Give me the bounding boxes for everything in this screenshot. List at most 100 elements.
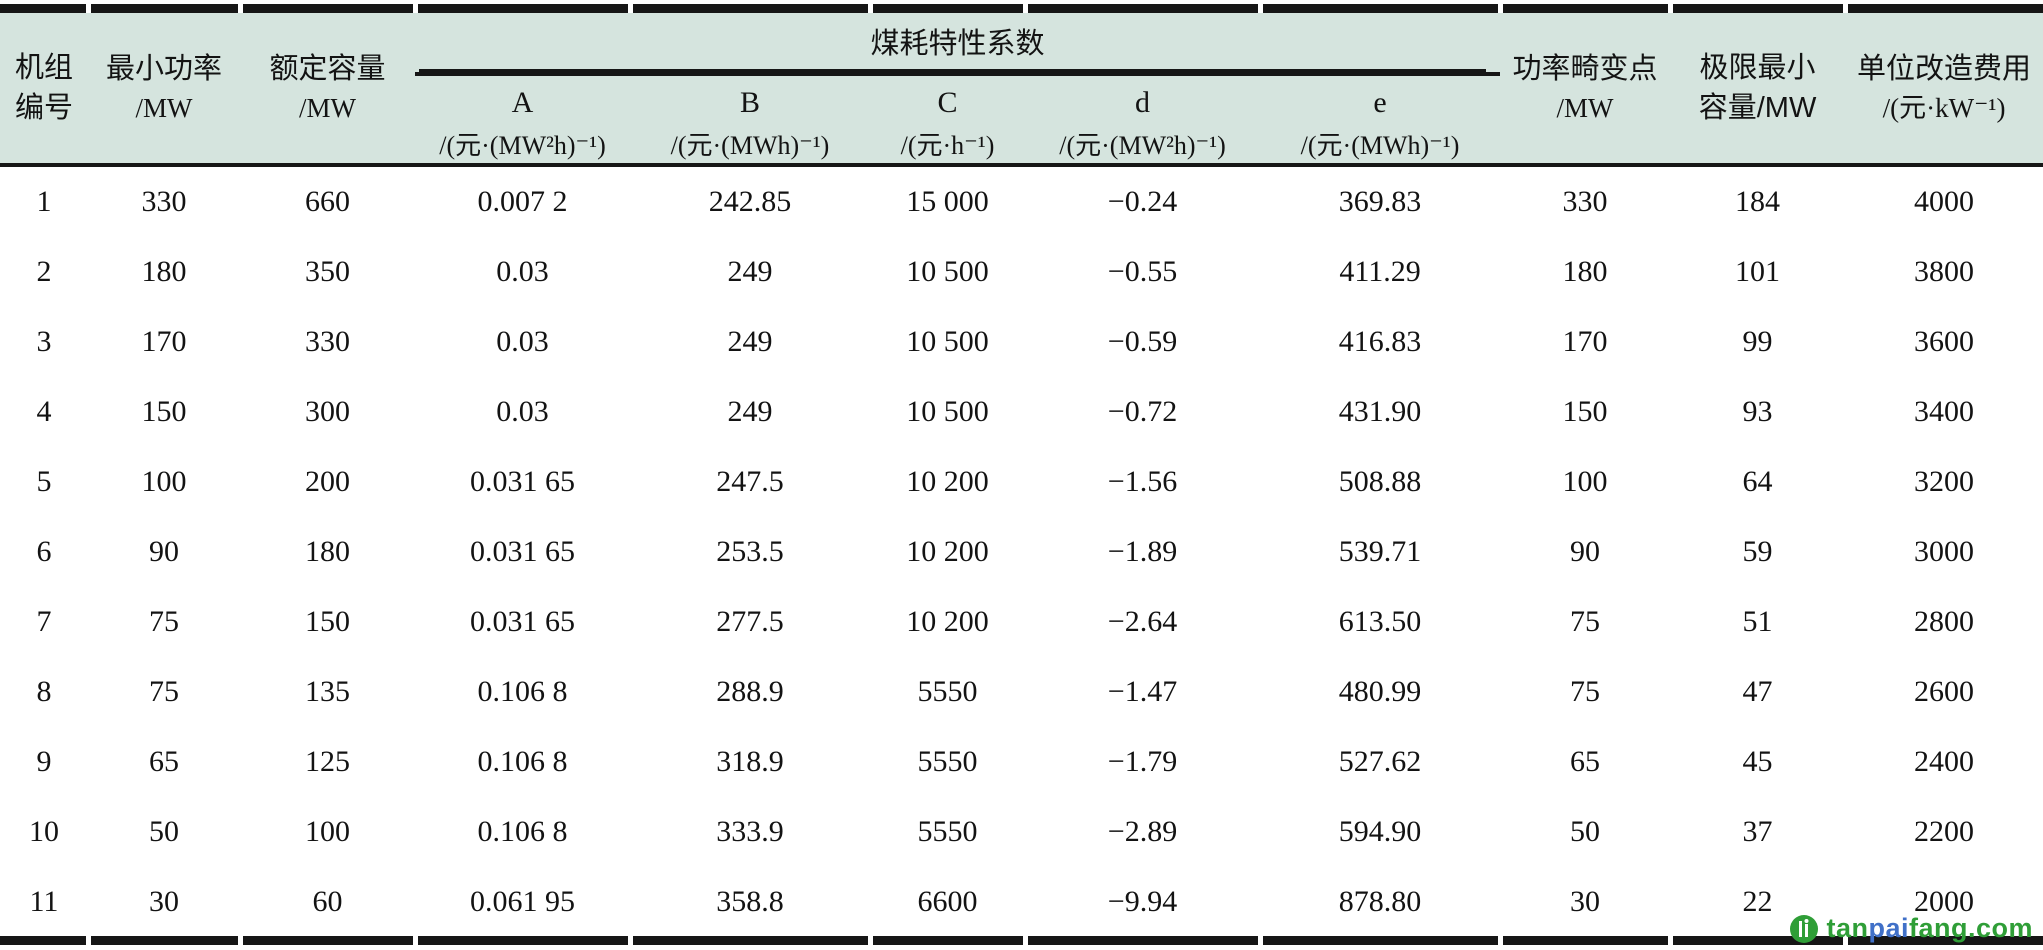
table-top-rule — [0, 4, 2043, 13]
cell: 22 — [1670, 867, 1846, 937]
cell: 3800 — [1845, 237, 2043, 307]
cell: 594.90 — [1260, 797, 1501, 867]
cell: 51 — [1670, 587, 1846, 657]
table-row: 1 330 660 0.007 2 242.85 15 000 −0.24 369.83 330… — [0, 165, 2043, 237]
header-text: 单位改造费用 — [1857, 53, 2032, 85]
header-text: 机组 — [14, 52, 73, 84]
cell: 8 — [0, 657, 88, 727]
cell: 0.061 95 — [415, 867, 630, 937]
cell: 7 — [0, 587, 88, 657]
cell: 2800 — [1845, 587, 2043, 657]
col-group-coal-coefficients: 煤耗特性系数 — [415, 13, 1501, 76]
cell: 6 — [0, 517, 88, 587]
cell: 47 — [1670, 657, 1846, 727]
coef-unit: /(元·(MWh)⁻¹) — [670, 131, 830, 160]
cell: 59 — [1670, 517, 1846, 587]
table-row: 10 50 100 0.106 8 333.9 5550 −2.89 594.90 50 37 22… — [0, 797, 2043, 867]
col-header-coef-C: C /(元·h⁻¹) — [870, 74, 1025, 167]
tanpaifang-logo-icon — [1790, 914, 1819, 943]
table-row: 4 150 300 0.03 249 10 500 −0.72 431.90 150 93 3400 — [0, 377, 2043, 447]
cell: −9.94 — [1025, 867, 1260, 937]
cell: 180 — [1500, 237, 1671, 307]
coef-unit: /(元·(MW²h)⁻¹) — [439, 131, 606, 160]
cell: 90 — [88, 517, 240, 587]
table-row: 7 75 150 0.031 65 277.5 10 200 −2.64 613.50 75 51… — [0, 587, 2043, 657]
col-header-coef-A: A /(元·(MW²h)⁻¹) — [415, 74, 630, 167]
cell: 75 — [88, 587, 240, 657]
cell: 125 — [240, 727, 415, 797]
cell: −0.55 — [1025, 237, 1260, 307]
cell: 50 — [1500, 797, 1671, 867]
cell: 3400 — [1845, 377, 2043, 447]
cell: 369.83 — [1260, 165, 1501, 237]
col-header-coef-e: e /(元·(MWh)⁻¹) — [1260, 74, 1501, 167]
cell: 249 — [630, 237, 870, 307]
cell: 330 — [240, 307, 415, 377]
cell: 10 — [0, 797, 88, 867]
cell: 37 — [1670, 797, 1846, 867]
cell: 2400 — [1845, 727, 2043, 797]
cell: 99 — [1670, 307, 1846, 377]
cell: 0.106 8 — [415, 727, 630, 797]
cell: 30 — [88, 867, 240, 937]
cell: −0.59 — [1025, 307, 1260, 377]
cell: 3 — [0, 307, 88, 377]
cell: 170 — [1500, 307, 1671, 377]
cell: 100 — [240, 797, 415, 867]
cell: 0.106 8 — [415, 657, 630, 727]
cell: 288.9 — [630, 657, 870, 727]
col-header-distortion-point: 功率畸变点 /MW — [1500, 13, 1671, 167]
cell: 0.031 65 — [415, 517, 630, 587]
cell: 0.03 — [415, 377, 630, 447]
cell: 10 500 — [870, 377, 1025, 447]
cell: 660 — [240, 165, 415, 237]
cell: 100 — [1500, 447, 1671, 517]
cell: 184 — [1670, 165, 1846, 237]
cell: −0.72 — [1025, 377, 1260, 447]
coef-unit: /(元·h⁻¹) — [900, 131, 995, 160]
cell: 2600 — [1845, 657, 2043, 727]
cell: 3200 — [1845, 447, 2043, 517]
cell: 277.5 — [630, 587, 870, 657]
cell: 330 — [88, 165, 240, 237]
cell: 249 — [630, 377, 870, 447]
coef-letter: d — [1135, 86, 1150, 119]
header-unit: /MW — [1556, 93, 1614, 123]
cell: 5550 — [870, 657, 1025, 727]
cell: 10 200 — [870, 517, 1025, 587]
table-header: 机组 编号 最小功率 /MW 额定容量 /MW 煤耗特性系数 功率畸变点 — [0, 13, 2043, 167]
cell: 527.62 — [1260, 727, 1501, 797]
watermark-segment: fang — [1908, 913, 1968, 943]
watermark-segment: tan — [1826, 913, 1869, 943]
cell: 30 — [1500, 867, 1671, 937]
cell: 0.03 — [415, 237, 630, 307]
cell: 333.9 — [630, 797, 870, 867]
group-header-rule — [419, 69, 1487, 72]
coef-letter: C — [937, 86, 958, 119]
cell: 75 — [1500, 657, 1671, 727]
cell: 135 — [240, 657, 415, 727]
cell: 11 — [0, 867, 88, 937]
cell: 60 — [240, 867, 415, 937]
cell: 242.85 — [630, 165, 870, 237]
cell: 358.8 — [630, 867, 870, 937]
coef-letter: A — [511, 86, 534, 119]
cell: 10 200 — [870, 447, 1025, 517]
cell: 613.50 — [1260, 587, 1501, 657]
cell: 10 200 — [870, 587, 1025, 657]
header-text: 极限最小 — [1699, 52, 1816, 84]
coef-unit: /(元·(MW²h)⁻¹) — [1059, 131, 1226, 160]
table-row: 6 90 180 0.031 65 253.5 10 200 −1.89 539.71 90 59… — [0, 517, 2043, 587]
cell: 200 — [240, 447, 415, 517]
cell: 90 — [1500, 517, 1671, 587]
watermark-segment: .com — [1967, 913, 2033, 943]
cell: 878.80 — [1260, 867, 1501, 937]
cell: 300 — [240, 377, 415, 447]
cell: 9 — [0, 727, 88, 797]
cell: 0.031 65 — [415, 587, 630, 657]
cell: −0.24 — [1025, 165, 1260, 237]
header-text: 最小功率 — [105, 53, 222, 85]
table-bottom-rule — [0, 936, 2043, 945]
cell: 150 — [240, 587, 415, 657]
